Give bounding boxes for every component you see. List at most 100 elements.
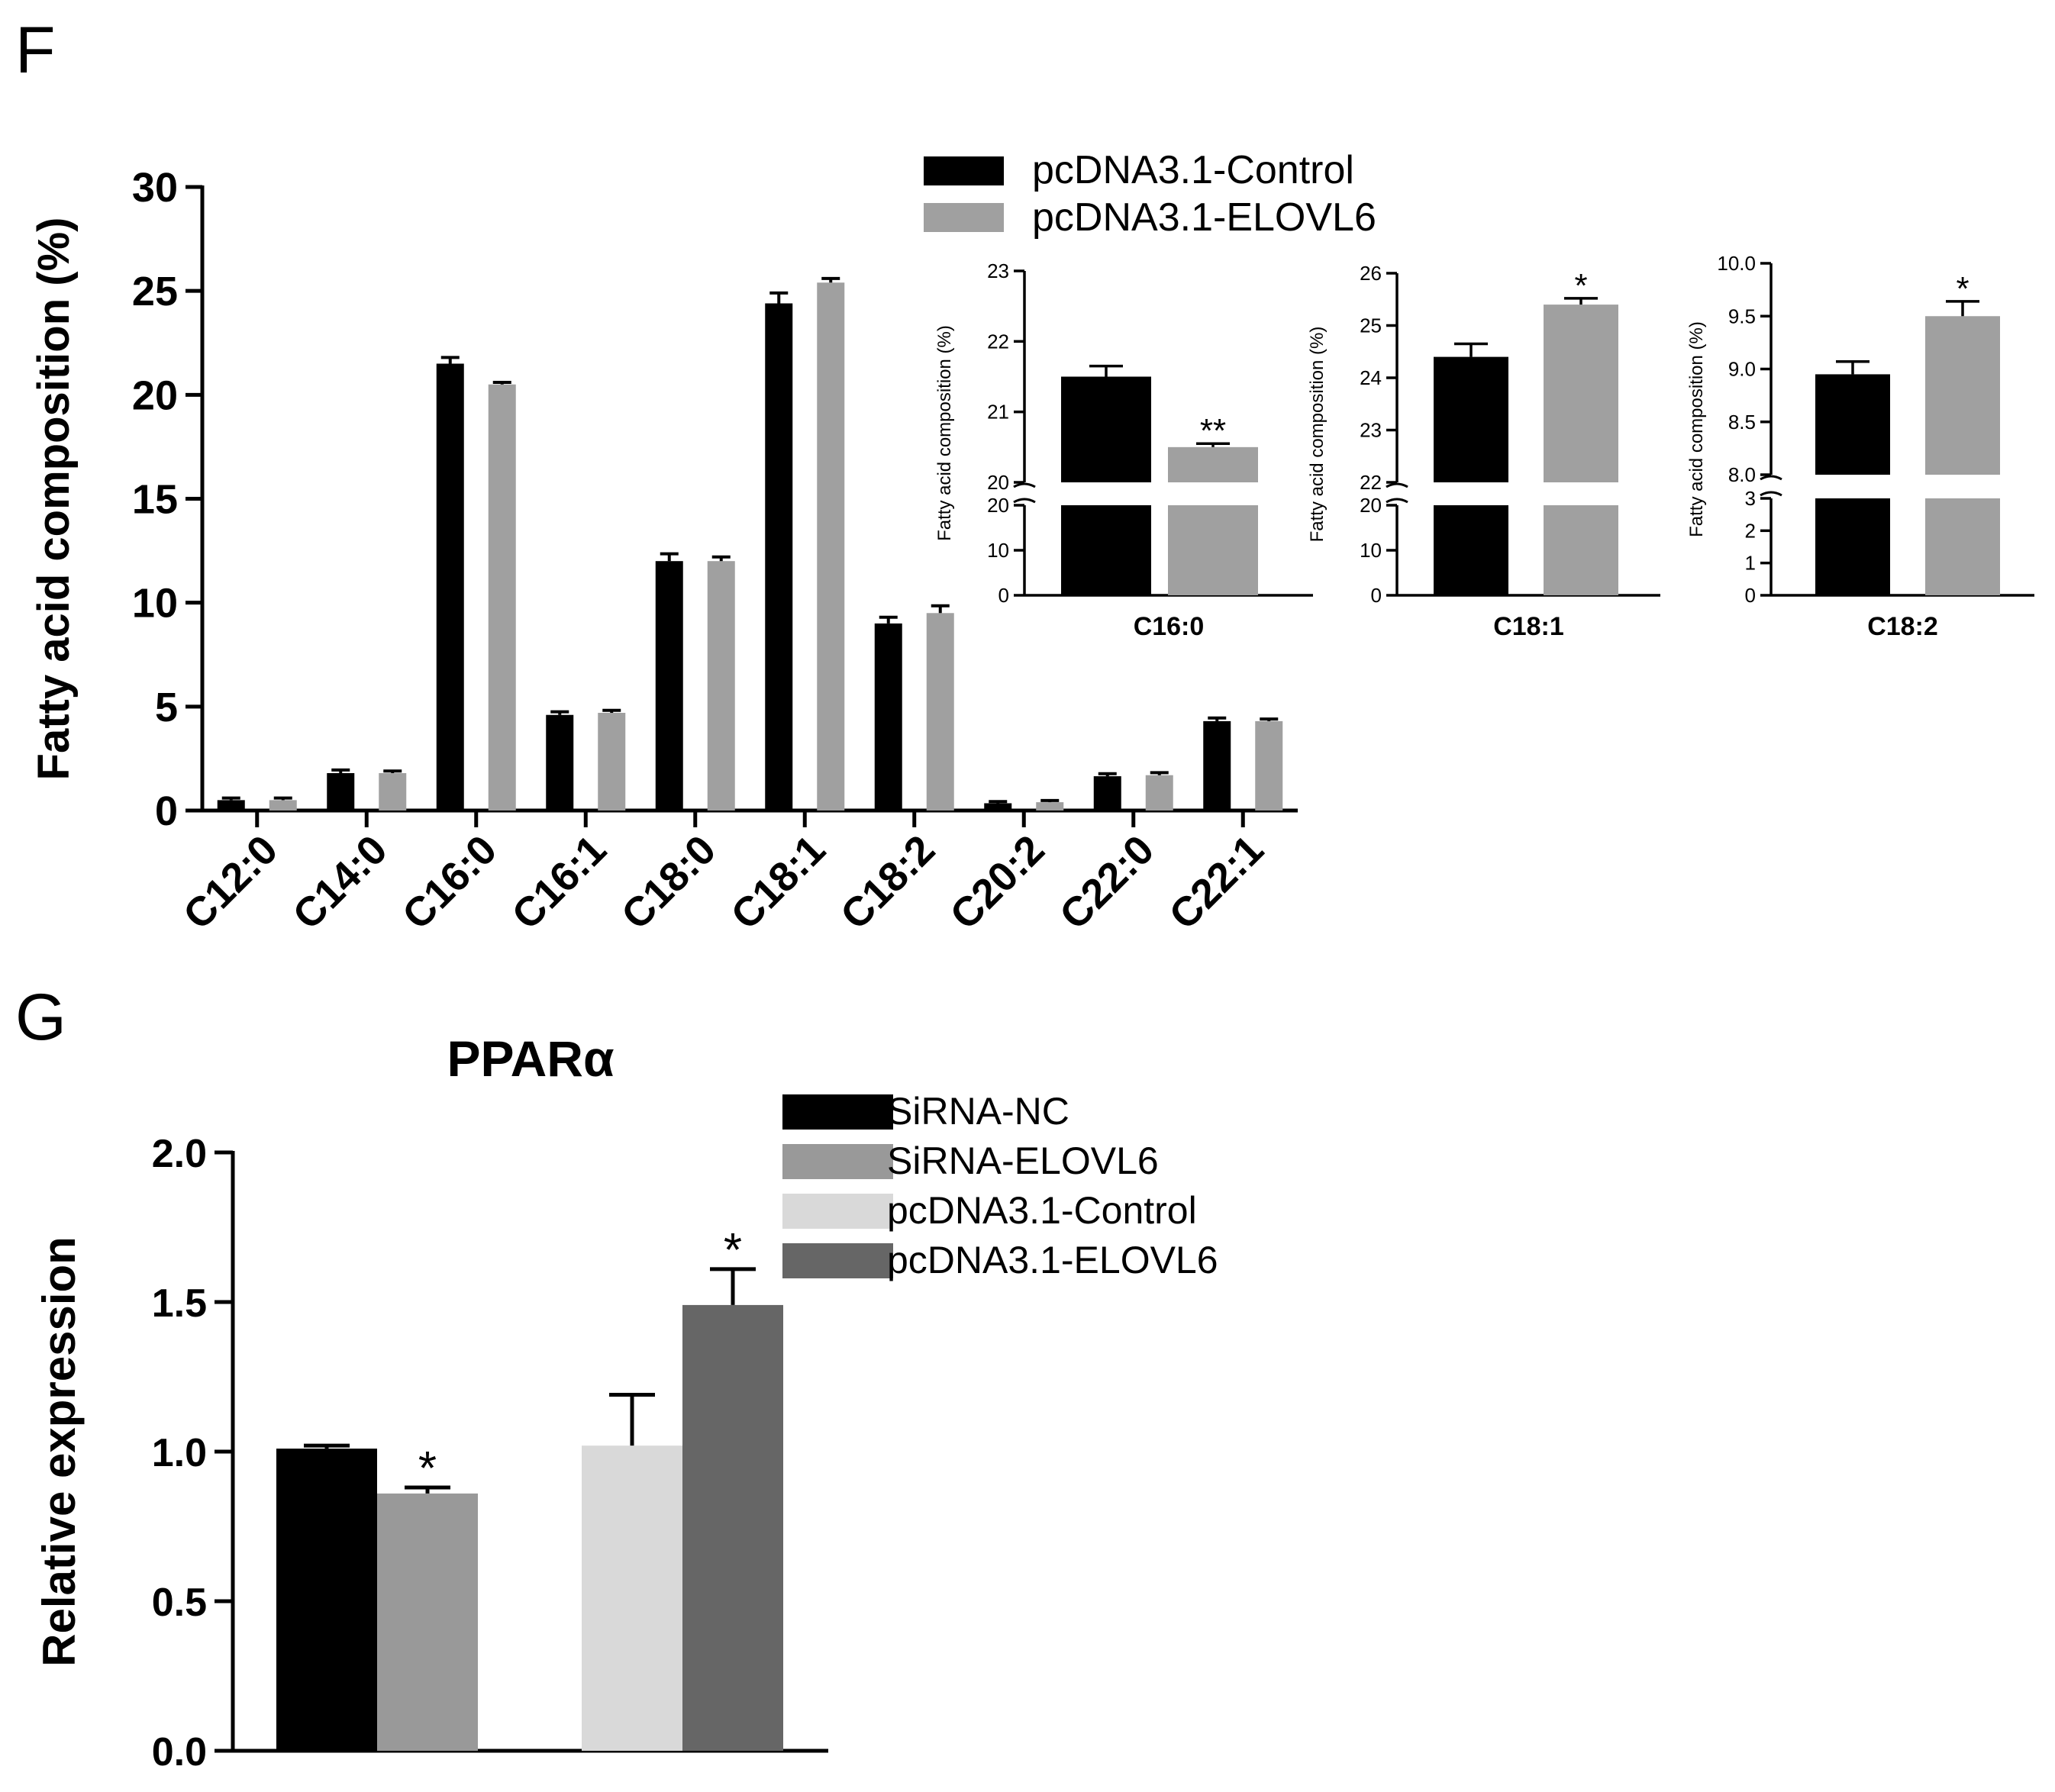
bar-sirna-nc — [276, 1449, 377, 1751]
axis-break-mark — [1760, 491, 1782, 497]
legend-f-label-control: pcDNA3.1-Control — [1032, 148, 1354, 192]
bar-C18:2-elovl6 — [926, 613, 954, 811]
y-tick-label: 1.5 — [152, 1281, 207, 1326]
x-tick-label: C18:1 — [722, 827, 834, 938]
legend-swatch-pcdna-control — [782, 1194, 893, 1229]
bar-C16:0-elovl6 — [488, 384, 516, 811]
inset-y-tick-label: 23 — [987, 259, 1009, 282]
bar-C16:0-control — [436, 363, 464, 811]
legend-label-sirna-elovl6: SiRNA-ELOVL6 — [887, 1139, 1159, 1182]
bar-C22:1-elovl6 — [1255, 720, 1283, 811]
inset-x-label: C18:1 — [1493, 612, 1564, 641]
inset-y-tick-label: 25 — [1360, 314, 1382, 337]
bar-C12:0-elovl6 — [269, 800, 297, 811]
inset-bar-upper-elovl6 — [1925, 316, 2000, 475]
legend-label-sirna-nc: SiRNA-NC — [887, 1090, 1069, 1133]
bar-C14:0-elovl6 — [379, 772, 407, 811]
y-tick-label: 0.5 — [152, 1581, 207, 1625]
legend-swatch-sirna-elovl6 — [782, 1144, 893, 1179]
x-tick-label: C18:0 — [613, 827, 724, 938]
axis-break-mark — [1013, 482, 1036, 488]
inset-y-tick-label: 0 — [1745, 584, 1756, 607]
axis-break-mark — [1013, 498, 1036, 504]
y-tick-label: 10 — [132, 581, 178, 627]
inset-y-tick-label: 8.5 — [1728, 411, 1756, 433]
inset-y-axis-title: Fatty acid composition (%) — [1686, 321, 1707, 537]
inset-y-tick-label: 24 — [1360, 366, 1382, 389]
inset-x-label: C16:0 — [1134, 612, 1205, 641]
bar-C16:1-control — [546, 714, 574, 811]
inset-y-tick-label: 0 — [1371, 584, 1382, 607]
axis-break-mark — [1386, 482, 1408, 488]
inset-bar-upper-elovl6 — [1544, 305, 1618, 482]
inset-bar-upper-elovl6 — [1168, 446, 1258, 482]
legend-f-swatch-control — [924, 156, 1004, 185]
inset-y-tick-label: 20 — [987, 471, 1009, 494]
significance-marker: * — [724, 1224, 742, 1277]
significance-marker: ** — [1200, 412, 1226, 450]
inset-y-tick-label: 26 — [1360, 262, 1382, 285]
inset-bar-upper-control — [1061, 376, 1151, 482]
inset-y-tick-label: 22 — [987, 330, 1009, 353]
bar-C20:2-control — [984, 803, 1012, 811]
bar-C20:2-elovl6 — [1036, 802, 1064, 811]
panel-g-label: G — [15, 981, 66, 1054]
legend-swatch-sirna-nc — [782, 1094, 893, 1130]
legend-label-pcdna-control: pcDNA3.1-Control — [887, 1189, 1197, 1232]
y-tick-label: 2.0 — [152, 1132, 207, 1176]
x-tick-label: C16:1 — [503, 827, 615, 938]
inset-y-tick-label: 23 — [1360, 419, 1382, 442]
bar-C18:0-control — [655, 561, 683, 811]
bar-C22:0-elovl6 — [1145, 775, 1173, 811]
inset-bar-lower-elovl6 — [1544, 505, 1618, 595]
bar-pcdna-control — [582, 1446, 682, 1751]
y-tick-label: 30 — [132, 165, 178, 211]
inset-bar-lower-control — [1061, 505, 1151, 595]
inset-y-axis-title: Fatty acid composition (%) — [934, 325, 955, 541]
inset-y-tick-label: 20 — [1360, 494, 1382, 517]
y-axis-title: Fatty acid composition (%) — [29, 218, 79, 781]
x-tick-label: C18:2 — [832, 827, 944, 938]
x-tick-label: C22:1 — [1160, 827, 1272, 938]
bar-pcdna-elovl6 — [682, 1304, 783, 1751]
y-tick-label: 1.0 — [152, 1431, 207, 1475]
x-tick-label: C20:2 — [941, 827, 1053, 938]
inset-y-tick-label: 21 — [987, 401, 1009, 424]
inset-bar-lower-elovl6 — [1925, 498, 2000, 595]
y-tick-label: 0.0 — [152, 1730, 207, 1774]
bar-C18:0-elovl6 — [707, 561, 735, 811]
bar-C14:0-control — [327, 772, 355, 811]
significance-marker: * — [1956, 270, 1969, 308]
inset-y-tick-label: 9.5 — [1728, 305, 1756, 327]
inset-y-tick-label: 2 — [1745, 519, 1756, 542]
inset-y-tick-label: 3 — [1745, 487, 1756, 510]
inset-y-axis-title: Fatty acid composition (%) — [1307, 327, 1328, 543]
y-tick-label: 0 — [155, 788, 178, 834]
x-tick-label: C16:0 — [394, 827, 505, 938]
inset-bar-lower-elovl6 — [1168, 505, 1258, 595]
significance-marker: * — [418, 1442, 437, 1495]
x-tick-label: C12:0 — [175, 827, 286, 938]
inset-y-tick-label: 10 — [987, 539, 1009, 562]
legend-f: pcDNA3.1-Control pcDNA3.1-ELOVL6 — [924, 148, 1376, 240]
significance-marker: * — [1574, 267, 1587, 305]
legend-f-label-elovl6: pcDNA3.1-ELOVL6 — [1032, 195, 1376, 240]
inset-x-label: C18:2 — [1867, 612, 1938, 641]
inset-bar-upper-control — [1815, 374, 1890, 475]
bar-C12:0-control — [217, 800, 245, 811]
x-tick-label: C14:0 — [284, 827, 395, 938]
inset-bar-upper-control — [1434, 356, 1508, 482]
x-tick-label: C22:0 — [1051, 827, 1163, 938]
inset-y-tick-label: 1 — [1745, 552, 1756, 575]
inset-y-tick-label: 9.0 — [1728, 358, 1756, 381]
axis-break-mark — [1760, 475, 1782, 481]
bar-C22:1-control — [1203, 720, 1231, 811]
chart-title: PPARα — [447, 1030, 614, 1087]
axis-break-mark — [1386, 498, 1408, 504]
inset-y-tick-label: 22 — [1360, 471, 1382, 494]
inset-y-tick-label: 0 — [998, 584, 1009, 607]
bar-C18:1-control — [765, 303, 793, 811]
bar-sirna-elovl6 — [377, 1493, 478, 1751]
